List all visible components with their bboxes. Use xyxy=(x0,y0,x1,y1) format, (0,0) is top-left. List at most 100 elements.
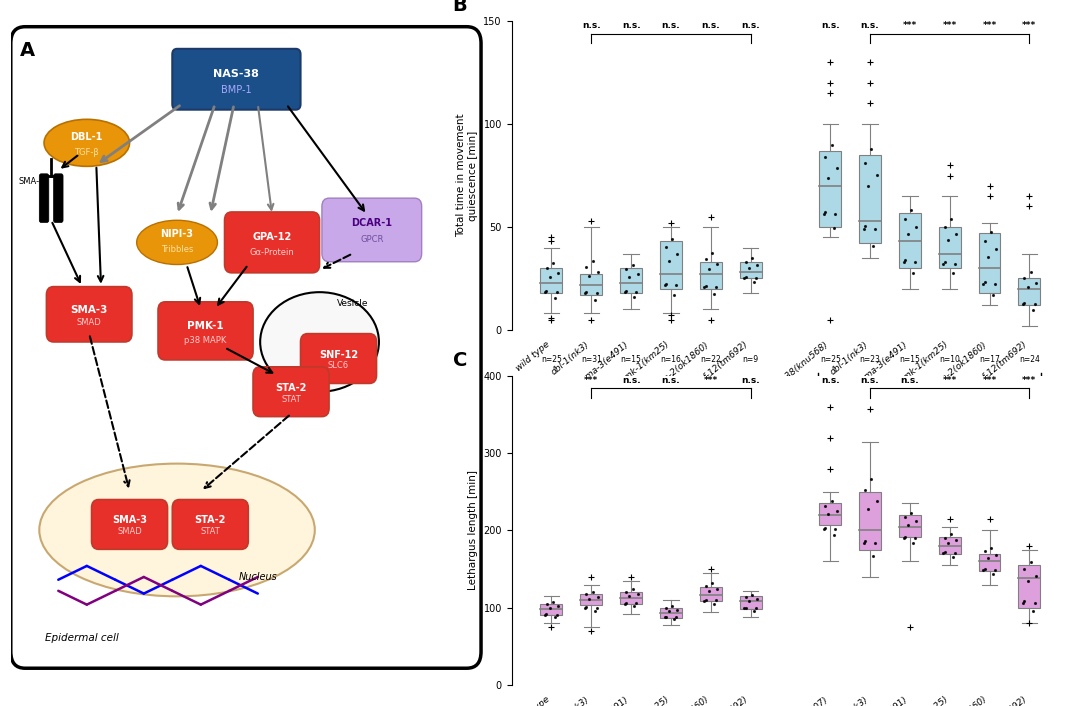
Y-axis label: Total time in movement
quiescence [min]: Total time in movement quiescence [min] xyxy=(456,114,477,237)
Bar xyxy=(939,537,961,554)
Text: GPCR: GPCR xyxy=(360,235,383,244)
Bar xyxy=(859,492,881,550)
Text: ***: *** xyxy=(584,376,598,385)
Text: n.s.: n.s. xyxy=(821,21,839,30)
Bar xyxy=(700,587,721,602)
Text: n=24: n=24 xyxy=(1018,354,1040,364)
Bar xyxy=(820,503,841,525)
Bar xyxy=(939,227,961,268)
Text: n.s.: n.s. xyxy=(741,376,760,385)
Text: PMK-1: PMK-1 xyxy=(187,321,224,331)
FancyBboxPatch shape xyxy=(158,302,253,360)
Text: Nucleus: Nucleus xyxy=(239,572,278,582)
Text: SNF-12: SNF-12 xyxy=(319,349,359,359)
Text: n=15: n=15 xyxy=(900,354,920,364)
Bar xyxy=(700,262,721,289)
Text: n=10: n=10 xyxy=(940,354,960,364)
Bar xyxy=(740,262,761,278)
Text: nas-38(knu568): nas-38(knu568) xyxy=(894,397,966,407)
Bar xyxy=(620,268,642,293)
Text: ***: *** xyxy=(704,376,718,385)
Text: TGF-β: TGF-β xyxy=(75,148,99,157)
Text: p38 MAPK: p38 MAPK xyxy=(185,335,227,345)
FancyBboxPatch shape xyxy=(173,49,300,109)
FancyBboxPatch shape xyxy=(39,174,49,222)
Text: n.s.: n.s. xyxy=(821,376,839,385)
Text: A: A xyxy=(21,41,36,60)
Ellipse shape xyxy=(39,464,314,597)
Text: Tribbles: Tribbles xyxy=(161,244,193,253)
Ellipse shape xyxy=(260,292,379,392)
Text: n=25: n=25 xyxy=(820,354,840,364)
Text: n=16: n=16 xyxy=(661,354,681,364)
FancyBboxPatch shape xyxy=(253,367,329,417)
Text: n.s.: n.s. xyxy=(741,21,760,30)
Bar xyxy=(540,604,563,616)
Text: DCAR-1: DCAR-1 xyxy=(351,218,392,228)
Text: BMP-1: BMP-1 xyxy=(221,85,252,95)
Text: n=22: n=22 xyxy=(700,354,721,364)
Text: n.s.: n.s. xyxy=(662,21,680,30)
Text: SMAD: SMAD xyxy=(77,318,102,328)
Text: n=9: n=9 xyxy=(743,354,758,364)
FancyBboxPatch shape xyxy=(300,334,377,383)
Text: n=17: n=17 xyxy=(980,354,1000,364)
Text: n.s.: n.s. xyxy=(701,21,720,30)
Text: Gα-Protein: Gα-Protein xyxy=(249,248,295,256)
Text: n.s.: n.s. xyxy=(901,376,919,385)
Bar xyxy=(740,596,761,609)
Text: SMA-3: SMA-3 xyxy=(70,305,108,315)
FancyBboxPatch shape xyxy=(46,287,132,342)
Text: DBL-1: DBL-1 xyxy=(70,132,103,143)
Text: SMA-3: SMA-3 xyxy=(112,515,147,525)
Text: n=23: n=23 xyxy=(860,354,880,364)
Text: NAS-38: NAS-38 xyxy=(214,68,259,78)
Text: n.s.: n.s. xyxy=(622,376,640,385)
Bar xyxy=(820,151,841,227)
Ellipse shape xyxy=(137,220,217,265)
Text: n.s.: n.s. xyxy=(662,376,680,385)
Text: B: B xyxy=(453,0,467,15)
Text: ***: *** xyxy=(983,21,997,30)
Text: NIPI-3: NIPI-3 xyxy=(161,229,193,239)
Text: STAT: STAT xyxy=(201,527,220,537)
Text: SMAD: SMAD xyxy=(117,527,141,537)
Text: STA-2: STA-2 xyxy=(194,515,226,525)
FancyBboxPatch shape xyxy=(92,500,167,549)
Bar xyxy=(859,155,881,244)
Bar xyxy=(660,608,681,618)
Bar xyxy=(580,275,603,295)
Y-axis label: Lethargus length [min]: Lethargus length [min] xyxy=(468,470,477,590)
Text: n=25: n=25 xyxy=(541,354,562,364)
Text: n.s.: n.s. xyxy=(582,21,600,30)
FancyBboxPatch shape xyxy=(225,212,320,273)
FancyBboxPatch shape xyxy=(322,198,421,262)
Text: STA-2: STA-2 xyxy=(275,383,307,393)
Text: n=15: n=15 xyxy=(621,354,642,364)
Bar xyxy=(899,515,921,537)
Bar xyxy=(978,554,1000,570)
Text: ***: *** xyxy=(1023,21,1037,30)
Bar xyxy=(1018,278,1040,305)
Text: n.s.: n.s. xyxy=(622,21,640,30)
Text: Epidermal cell: Epidermal cell xyxy=(45,633,119,642)
Text: GPA-12: GPA-12 xyxy=(253,232,292,242)
Bar xyxy=(540,268,563,293)
Bar xyxy=(620,592,642,604)
Bar xyxy=(978,233,1000,293)
Bar xyxy=(580,594,603,605)
Text: SMA-6: SMA-6 xyxy=(19,177,45,186)
Text: ***: *** xyxy=(983,376,997,385)
Text: ***: *** xyxy=(903,21,917,30)
Text: SLC6: SLC6 xyxy=(328,361,349,371)
Text: n=31: n=31 xyxy=(581,354,602,364)
Text: Vesicle: Vesicle xyxy=(337,299,368,308)
Text: ***: *** xyxy=(943,21,957,30)
FancyBboxPatch shape xyxy=(173,500,248,549)
Text: ***: *** xyxy=(943,376,957,385)
FancyBboxPatch shape xyxy=(54,174,63,222)
Bar xyxy=(1018,566,1040,608)
Bar xyxy=(899,213,921,268)
Bar xyxy=(660,241,681,289)
Text: STAT: STAT xyxy=(281,395,301,404)
